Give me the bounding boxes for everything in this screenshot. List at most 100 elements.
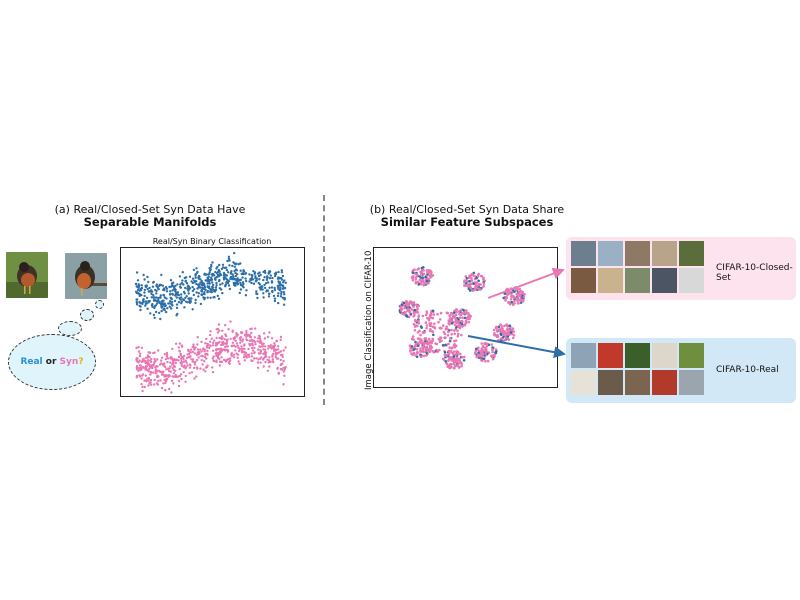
scatter-point bbox=[139, 288, 143, 292]
scatter-point bbox=[169, 370, 172, 373]
scatter-point bbox=[159, 317, 162, 321]
scatter-point bbox=[481, 359, 484, 363]
scatter-point bbox=[438, 318, 442, 321]
scatter-point bbox=[276, 367, 279, 370]
scatter-point bbox=[144, 300, 148, 303]
scatter-point bbox=[177, 384, 181, 388]
scatter-point bbox=[431, 273, 435, 277]
scatter-point bbox=[453, 339, 456, 343]
scatter-point bbox=[175, 306, 179, 310]
scatter-point bbox=[227, 257, 231, 260]
scatter-point bbox=[158, 363, 162, 366]
scatter-point bbox=[507, 301, 511, 304]
scatter-point bbox=[271, 360, 275, 363]
scatter-point bbox=[202, 347, 205, 350]
scatter-point bbox=[517, 302, 520, 305]
scatter-point bbox=[419, 338, 423, 341]
scatter-point bbox=[242, 270, 246, 273]
scatter-point bbox=[143, 294, 146, 298]
scatter-point bbox=[214, 270, 217, 274]
scatter-point bbox=[140, 293, 143, 297]
scatter-point bbox=[411, 278, 415, 282]
scatter-point bbox=[450, 333, 453, 336]
scatter-point bbox=[142, 357, 145, 361]
scatter-point bbox=[277, 345, 280, 348]
scatter-point bbox=[252, 270, 255, 273]
scatter-point bbox=[517, 293, 520, 296]
scatter-point bbox=[467, 312, 470, 315]
scatter-point bbox=[480, 342, 483, 345]
scatter-point bbox=[170, 300, 174, 304]
scatter-point bbox=[242, 286, 245, 289]
scatter-point bbox=[208, 267, 211, 270]
scatter-point bbox=[259, 288, 262, 291]
scatter-point bbox=[406, 315, 409, 318]
scatter-point bbox=[154, 359, 157, 362]
scatter-point bbox=[147, 359, 150, 362]
scatter-point bbox=[138, 364, 142, 367]
scatter-point bbox=[239, 281, 242, 285]
scatter-point bbox=[138, 359, 141, 362]
scatter-point bbox=[447, 353, 451, 356]
scatter-point bbox=[144, 379, 148, 382]
scatter-point bbox=[506, 333, 510, 336]
scatter-point bbox=[279, 286, 282, 289]
scatter-point bbox=[404, 311, 407, 314]
scatter-point bbox=[456, 329, 459, 333]
scatter-point bbox=[282, 303, 286, 306]
scatter-point bbox=[241, 350, 244, 354]
scatter-point bbox=[190, 358, 193, 361]
scatter-point bbox=[450, 346, 454, 350]
scatter-point bbox=[265, 278, 269, 282]
scatter-point bbox=[249, 336, 253, 339]
scatter-point bbox=[482, 357, 485, 361]
scatter-point bbox=[468, 284, 471, 287]
scatter-point bbox=[247, 333, 250, 337]
scatter-point bbox=[232, 356, 236, 359]
scatter-point bbox=[225, 345, 228, 348]
scatter-point bbox=[423, 330, 426, 334]
scatter-point bbox=[152, 313, 156, 317]
scatter-point bbox=[211, 366, 214, 369]
scatter-point bbox=[155, 382, 159, 385]
scatter-point bbox=[280, 292, 283, 296]
scatter-point bbox=[424, 275, 427, 279]
scatter-point bbox=[235, 279, 238, 282]
scatter-point bbox=[195, 267, 198, 270]
scatter-point bbox=[519, 294, 522, 298]
scatter-point bbox=[261, 285, 264, 288]
scatter-point bbox=[169, 290, 172, 293]
scatter-point bbox=[193, 352, 197, 355]
scatter-point bbox=[220, 288, 223, 291]
scatter-point bbox=[212, 283, 215, 287]
scatter-point bbox=[497, 325, 501, 329]
scatter-point bbox=[482, 284, 485, 288]
scatter-point bbox=[442, 330, 446, 334]
panel-a-title-line2: Separable Manifolds bbox=[83, 215, 217, 229]
scatter-point bbox=[167, 302, 170, 305]
scatter-point bbox=[258, 337, 262, 341]
scatter-point bbox=[179, 357, 183, 360]
scatter-point bbox=[453, 332, 456, 336]
scatter-point bbox=[477, 273, 480, 276]
scatter-point bbox=[231, 329, 234, 332]
scatter-point bbox=[161, 302, 164, 306]
scatter-point bbox=[195, 282, 198, 286]
scatter-point bbox=[217, 323, 221, 326]
scatter-point bbox=[229, 275, 233, 279]
scatter-point bbox=[252, 339, 255, 343]
scatter-point bbox=[427, 278, 430, 281]
scatter-point bbox=[226, 259, 229, 263]
scatter-point bbox=[500, 333, 503, 336]
scatter-point bbox=[196, 336, 199, 339]
scatter-point bbox=[213, 296, 216, 299]
scatter-point bbox=[220, 267, 224, 271]
scatter-point bbox=[165, 351, 169, 355]
scatter-point bbox=[194, 276, 197, 279]
scatter-point bbox=[146, 369, 149, 372]
scatter-point bbox=[409, 349, 412, 353]
scatter-point bbox=[201, 363, 204, 366]
scatter-point bbox=[422, 341, 426, 345]
scatter-point bbox=[460, 312, 464, 315]
scatter-point bbox=[491, 350, 494, 354]
